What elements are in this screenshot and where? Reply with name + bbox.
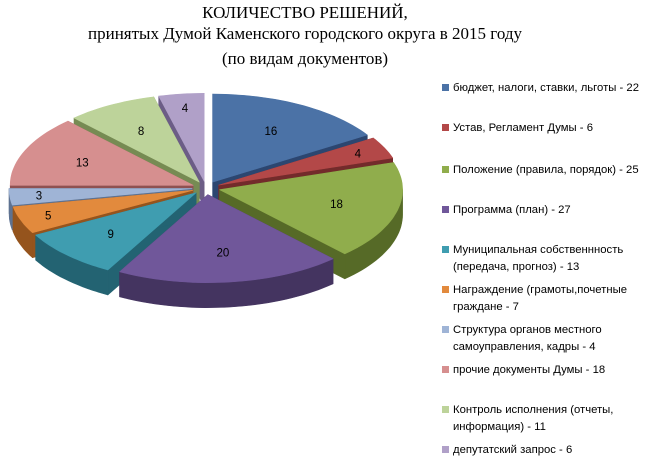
- slice-data-label: 3: [36, 191, 42, 203]
- legend-swatch: [442, 406, 449, 413]
- slice-top-face: [158, 93, 205, 182]
- slice-data-label: 4: [182, 103, 189, 115]
- legend-swatch: [442, 366, 449, 373]
- slice-top-face: [9, 120, 194, 186]
- slice-top-face: [73, 96, 200, 183]
- legend-label: бюджет, налоги, ставки, льготы - 22: [453, 82, 639, 94]
- slice-data-label: 18: [330, 199, 343, 211]
- legend-swatch: [442, 446, 449, 453]
- slice-top-face: [8, 188, 193, 206]
- chart-subtitle: принятых Думой Каменского городского окр…: [88, 24, 522, 43]
- legend-swatch: [442, 246, 449, 253]
- legend-label: Муниципальная собственнность (передача, …: [453, 244, 624, 273]
- legend-label: Программа (план) - 27: [453, 204, 571, 216]
- slice-data-label: 13: [76, 157, 89, 169]
- chart-title: КОЛИЧЕСТВО РЕШЕНИЙ,: [202, 3, 408, 22]
- slice-data-label: 16: [265, 126, 278, 138]
- legend-swatch: [442, 166, 449, 173]
- legend-label: прочие документы Думы - 18: [453, 364, 606, 376]
- slice-data-label: 20: [217, 247, 230, 259]
- slice-top-face: [218, 137, 394, 186]
- chart-title-block: КОЛИЧЕСТВО РЕШЕНИЙ, принятых Думой Камен…: [40, 2, 570, 69]
- legend-label: Структура органов местного самоуправлени…: [453, 324, 602, 353]
- slice-data-label: 4: [355, 149, 362, 161]
- slice-data-label: 8: [138, 126, 144, 138]
- pie-slice: [119, 194, 334, 309]
- chart-subtitle-2: (по видам документов): [221, 49, 389, 68]
- legend-swatch: [442, 206, 449, 213]
- legend-label: Контроль исполнения (отчеты, информация)…: [453, 404, 614, 433]
- legend-label: депутатский запрос - 6: [453, 444, 573, 456]
- slice-data-label: 5: [45, 210, 51, 222]
- legend-label: Положение (правила, порядок) - 25: [453, 164, 639, 176]
- legend-label: Награждение (грамоты,почетные граждане -…: [453, 284, 627, 313]
- legend-swatch: [442, 84, 449, 91]
- legend-swatch: [442, 286, 449, 293]
- slice-top-face: [119, 194, 334, 284]
- slice-top-face: [35, 192, 197, 271]
- slice-top-face: [219, 162, 403, 255]
- slice-top-face: [212, 93, 368, 183]
- slice-data-label: 9: [107, 229, 113, 241]
- legend-swatch: [442, 124, 449, 131]
- slice-top-face: [12, 190, 194, 233]
- legend-label: Устав, Регламент Думы - 6: [453, 122, 593, 134]
- legend-swatch: [442, 326, 449, 333]
